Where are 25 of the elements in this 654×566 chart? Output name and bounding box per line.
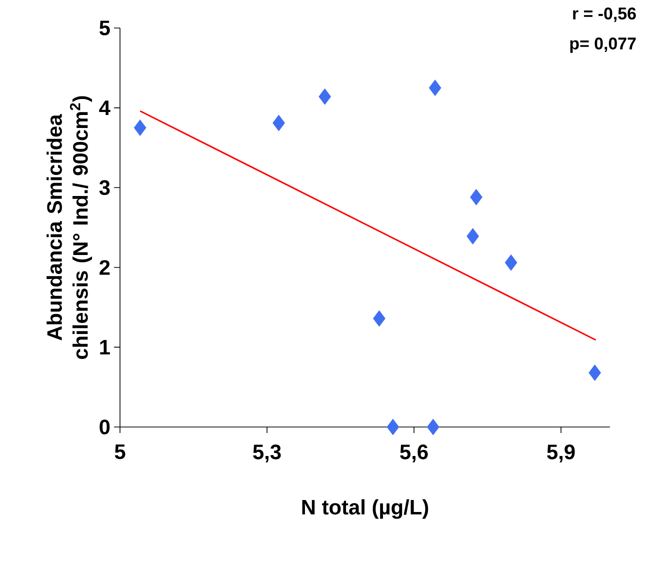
text: r = -0,56 [573, 8, 636, 22]
point [386, 418, 400, 436]
point [428, 80, 442, 96]
point [426, 418, 440, 436]
x-tick-label: 5,9 [547, 444, 575, 462]
point [466, 228, 480, 244]
y-tick-label: 1 [100, 340, 110, 354]
annotation: p= 0,077 [570, 38, 636, 53]
y-tick-label: 0 [100, 420, 110, 434]
point [470, 188, 482, 206]
y-tick-label: 5 [99, 20, 110, 36]
x-axis-title: N total (µg/L) [302, 499, 428, 519]
point [272, 114, 285, 132]
y-tick-label: 4 [99, 100, 110, 115]
x-tick-label: 5,6 [400, 444, 428, 462]
point [588, 364, 602, 381]
x-tick-label: 5 [114, 444, 126, 460]
y-tick-label: 3 [99, 180, 110, 196]
point [134, 120, 146, 136]
point [373, 310, 386, 327]
point [504, 254, 518, 271]
y-tick-label: 2 [100, 260, 110, 275]
point [318, 88, 332, 105]
x-tick-label: 5,3 [253, 444, 281, 462]
y-axis-title: Abundancia Smicridea chilensis (N° Ind./ 900cm$^{2}$) [46, 96, 92, 360]
